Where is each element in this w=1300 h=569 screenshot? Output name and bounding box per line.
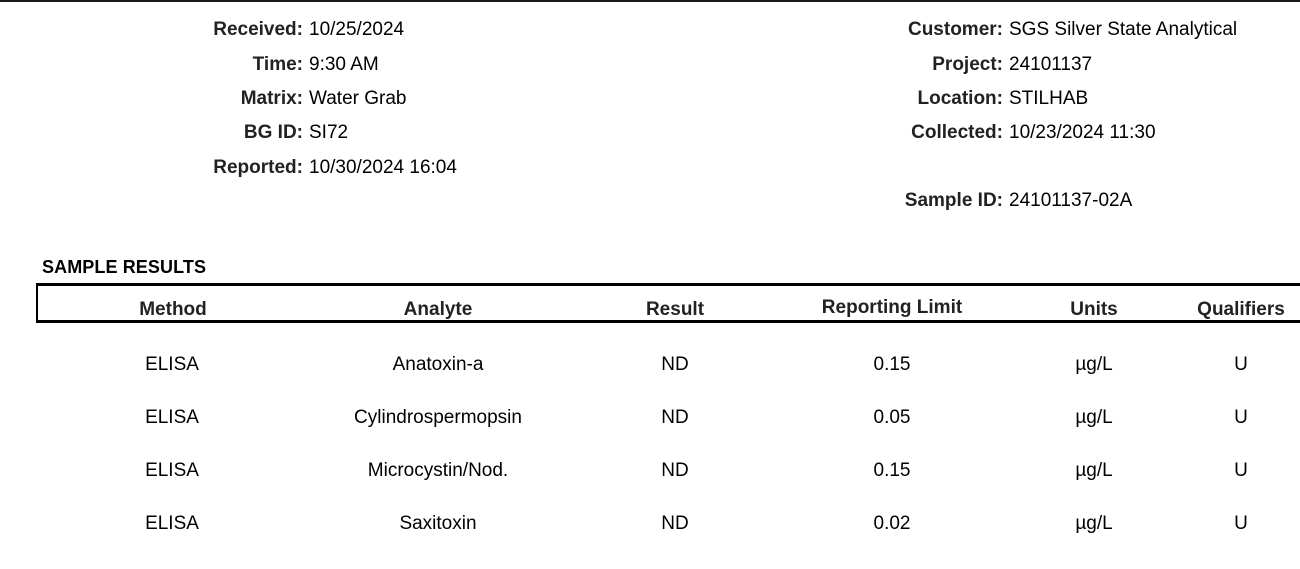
time-value: 9:30 AM	[309, 54, 379, 75]
sample-id-value: 24101137-02A	[1009, 190, 1133, 211]
header-qualifiers: Qualifiers	[1197, 299, 1285, 320]
cell-result: ND	[661, 407, 689, 428]
reported-value: 10/30/2024 16:04	[309, 157, 457, 178]
cell-reporting-limit: 0.15	[873, 460, 911, 481]
bg-id-label: BG ID:	[243, 122, 303, 143]
cell-result: ND	[661, 354, 689, 375]
cell-analyte: Cylindrospermopsin	[354, 407, 522, 428]
cell-result: ND	[661, 513, 689, 534]
cell-units: µg/L	[1075, 407, 1113, 428]
cell-qualifiers: U	[1234, 460, 1248, 481]
customer-label: Customer:	[907, 19, 1003, 40]
location-field: Location:	[0, 87, 1004, 111]
cell-qualifiers: U	[1234, 513, 1248, 534]
cell-reporting-limit: 0.05	[873, 407, 911, 428]
sample-id-label: Sample ID:	[904, 190, 1003, 211]
cell-reporting-limit: 0.02	[873, 513, 911, 534]
reported-field: Reported:	[0, 156, 303, 180]
cell-units: µg/L	[1075, 513, 1113, 534]
cell-qualifiers: U	[1234, 354, 1248, 375]
header-units: Units	[1070, 299, 1118, 320]
header-result: Result	[645, 299, 705, 320]
project-value: 24101137	[1009, 54, 1093, 75]
received-field: Received:	[0, 18, 303, 42]
cell-units: µg/L	[1075, 460, 1113, 481]
header-analyte: Analyte	[403, 299, 473, 320]
time-label: Time:	[252, 54, 303, 75]
cell-units: µg/L	[1075, 354, 1113, 375]
header-method: Method	[139, 299, 207, 320]
cell-qualifiers: U	[1234, 407, 1248, 428]
header-reporting-limit: Reporting Limit	[821, 297, 963, 318]
matrix-field: Matrix:	[0, 87, 303, 111]
reported-label: Reported:	[213, 157, 303, 178]
matrix-value: Water Grab	[309, 88, 407, 109]
customer-value: SGS Silver State Analytical	[1009, 19, 1238, 40]
cell-analyte: Anatoxin-a	[392, 354, 484, 375]
matrix-label: Matrix:	[240, 88, 303, 109]
sample-id-field: Sample ID:	[0, 189, 1003, 213]
cell-method: ELISA	[145, 407, 199, 428]
cell-method: ELISA	[145, 460, 199, 481]
collected-field: Collected:	[0, 121, 1003, 145]
cell-method: ELISA	[145, 354, 199, 375]
location-value: STILHAB	[1009, 88, 1089, 109]
cell-analyte: Saxitoxin	[399, 513, 477, 534]
collected-label: Collected:	[911, 122, 1003, 143]
cell-result: ND	[661, 460, 689, 481]
bg-id-field: BG ID:	[0, 121, 303, 145]
top-rule	[0, 0, 1300, 2]
cell-method: ELISA	[145, 513, 199, 534]
project-label: Project:	[932, 54, 1003, 75]
table-header-band	[36, 283, 1300, 323]
received-label: Received:	[213, 19, 303, 40]
project-field: Project:	[0, 53, 1003, 77]
section-title: SAMPLE RESULTS	[42, 257, 207, 277]
bg-id-value: SI72	[309, 122, 349, 143]
received-value: 10/25/2024	[309, 19, 405, 40]
location-label: Location:	[917, 88, 1004, 109]
cell-reporting-limit: 0.15	[873, 354, 911, 375]
time-field: Time:	[0, 53, 303, 77]
collected-value: 10/23/2024 11:30	[1009, 122, 1156, 143]
cell-analyte: Microcystin/Nod.	[367, 460, 509, 481]
customer-field: Customer:	[0, 18, 1003, 42]
